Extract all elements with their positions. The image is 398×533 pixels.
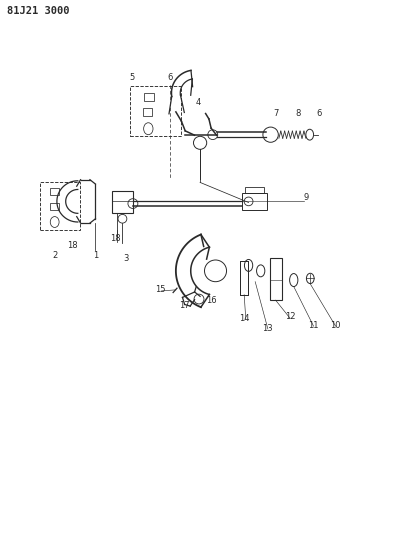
- Text: 3: 3: [124, 254, 129, 263]
- Bar: [240, 261, 248, 295]
- Bar: [50, 203, 59, 209]
- Text: 15: 15: [155, 285, 166, 294]
- Text: 11: 11: [308, 320, 319, 329]
- Bar: [144, 93, 154, 101]
- Text: 5: 5: [129, 73, 135, 82]
- Text: 6: 6: [316, 109, 322, 118]
- Text: 10: 10: [330, 320, 341, 329]
- Bar: [242, 193, 267, 209]
- Text: 9: 9: [304, 192, 309, 201]
- Text: 2: 2: [52, 251, 57, 260]
- Text: 13: 13: [263, 324, 273, 333]
- Text: 17: 17: [179, 301, 189, 310]
- Bar: [269, 258, 282, 300]
- Text: 12: 12: [285, 312, 296, 321]
- Bar: [50, 188, 59, 195]
- Text: 18: 18: [67, 241, 78, 251]
- Bar: [40, 182, 80, 230]
- Bar: [143, 108, 152, 116]
- Bar: [240, 261, 248, 295]
- Text: 14: 14: [239, 314, 250, 323]
- Text: 81J21 3000: 81J21 3000: [7, 6, 70, 16]
- Bar: [245, 187, 264, 193]
- Text: 4: 4: [195, 98, 201, 107]
- Text: 18: 18: [110, 234, 121, 243]
- Text: 1: 1: [93, 251, 98, 260]
- Bar: [130, 86, 181, 136]
- Text: 6: 6: [168, 73, 173, 82]
- Bar: [112, 191, 133, 213]
- Text: 16: 16: [206, 296, 217, 305]
- Text: 8: 8: [295, 109, 301, 118]
- Text: 7: 7: [273, 109, 279, 118]
